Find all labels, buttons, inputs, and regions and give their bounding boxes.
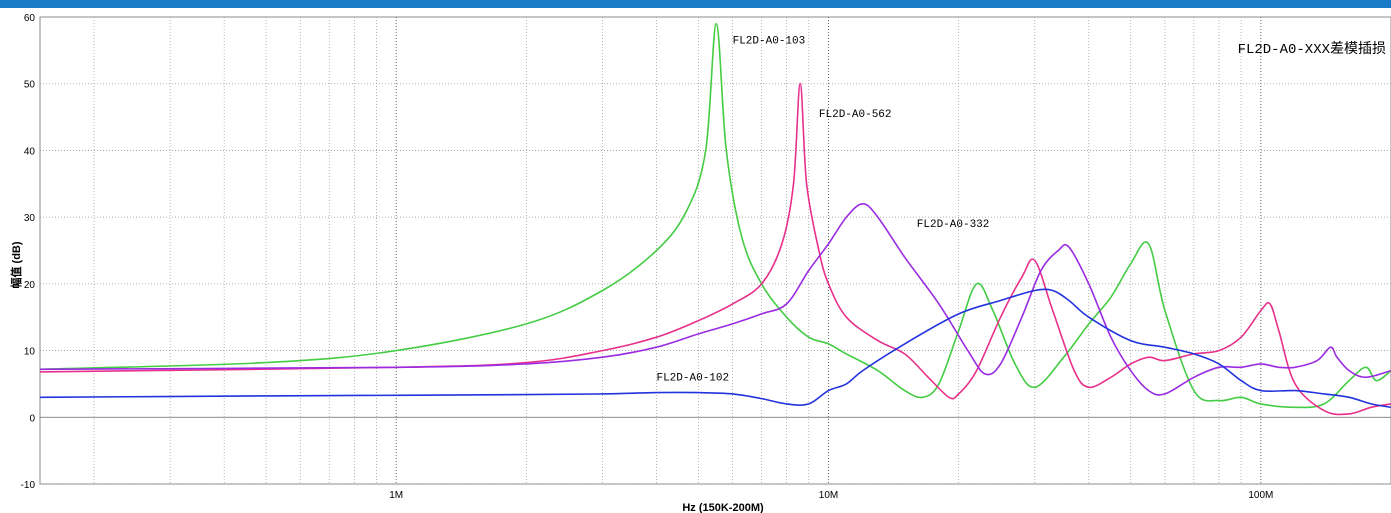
- y-tick-label: 40: [24, 146, 36, 157]
- series-line-fl2d-a0-562: [40, 82, 1391, 416]
- series-label: FL2D-A0-102: [656, 373, 729, 385]
- x-axis-label: Hz (150K-200M): [682, 502, 764, 513]
- series-line-fl2d-a0-332: [40, 202, 1391, 396]
- plot-area: [39, 16, 1391, 485]
- y-tick-label: 20: [24, 280, 36, 291]
- y-tick-label: -10: [21, 480, 36, 491]
- y-tick-label: 30: [24, 213, 36, 224]
- y-tick-label: 60: [24, 13, 36, 24]
- series-annotations: FL2D-A0-103 FL2D-A0-562 FL2D-A0-332 FL2D-A0…: [656, 36, 989, 385]
- y-tick-label: 50: [24, 80, 36, 91]
- chart-title: FL2D-A0-XXX差模插损: [1238, 41, 1386, 58]
- y-axis-label: 幅值 (dB): [9, 241, 23, 288]
- y-tick-label: 0: [29, 413, 35, 424]
- x-tick-label: 10M: [819, 490, 838, 501]
- series-line-fl2d-a0-103: [40, 22, 1391, 409]
- window-title-bar: [0, 0, 1391, 8]
- y-tick-label: 10: [24, 347, 36, 358]
- axes: -10 0 10 20 30 40 50 60 1M 10M 100M: [21, 13, 1274, 501]
- series-label: FL2D-A0-103: [733, 36, 806, 48]
- series-line-fl2d-a0-102: [40, 288, 1391, 409]
- series-label: FL2D-A0-332: [917, 219, 990, 231]
- grid: [39, 16, 1391, 485]
- x-tick-label: 1M: [389, 490, 403, 501]
- series-label: FL2D-A0-562: [819, 109, 892, 121]
- x-tick-label: 100M: [1248, 490, 1273, 501]
- series-lines: [40, 22, 1391, 416]
